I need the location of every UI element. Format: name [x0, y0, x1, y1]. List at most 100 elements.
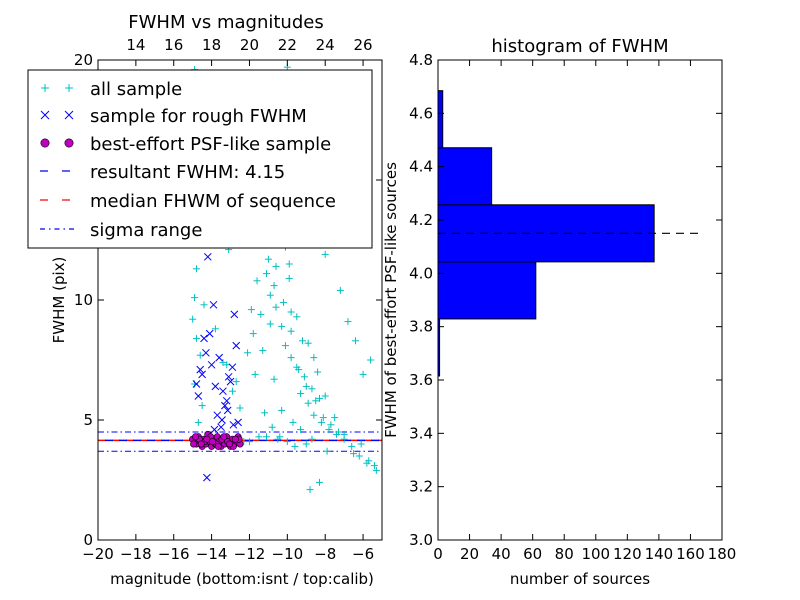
psf-sample-point [190, 440, 198, 448]
x-marker-b [209, 300, 218, 309]
x-marker-b [229, 420, 238, 429]
x-marker-b [222, 396, 231, 405]
histogram-y-label: FWHM of best-effort PSF-like sources [382, 162, 400, 438]
x-marker-b [218, 416, 226, 424]
legend-entry-psf-sample: best-effort PSF-like sample [40, 134, 331, 155]
scatter-top-ticks: 14 16 18 20 22 24 26 [126, 36, 372, 54]
top-x-tick-label: 20 [240, 36, 259, 54]
histogram-bar [437, 90, 444, 149]
y-tick-label: 3.4 [409, 424, 433, 442]
y-tick-label: 4.6 [409, 104, 433, 122]
x-marker-b [210, 425, 219, 434]
histogram-x-ticks: 0 20 40 60 80 100 120 140 160 180 [433, 60, 736, 563]
y-tick-label: 3.8 [409, 318, 433, 336]
legend-box [27, 69, 373, 249]
x-marker-b [213, 411, 222, 420]
histogram-bars [437, 90, 655, 377]
y-tick-label: 4.0 [409, 264, 433, 282]
legend-circle [40, 138, 50, 148]
y-tick-label: 4.8 [409, 51, 433, 69]
x-marker-b [207, 360, 216, 369]
y-tick-label: 5 [83, 411, 93, 429]
x-tick-label: 160 [676, 545, 705, 563]
x-tick-label: 100 [581, 545, 610, 563]
legend-circle-marker [40, 138, 74, 148]
x-marker-b [196, 365, 205, 374]
legend-label: resultant FWHM: 4.15 [90, 162, 285, 183]
x-marker-b [215, 353, 224, 362]
x-marker-b [40, 110, 50, 120]
x-tick-label: −20 [82, 545, 114, 563]
psf-sample-point [214, 442, 222, 450]
x-marker-b [219, 387, 227, 396]
histogram-frame [437, 59, 723, 541]
x-marker-b [234, 418, 242, 427]
legend-entry-all-sample: all sample [41, 79, 182, 100]
legend-label: sample for rough FWHM [90, 106, 307, 127]
y-tick-label: 0 [83, 531, 93, 549]
y-tick-label: 4.4 [409, 158, 433, 176]
scatter-panel: FWHM vs magnitudes −20 −18 −16 −14 −12 −10 −8−… [27, 12, 383, 588]
legend-label: median FHWM of sequence [90, 191, 336, 212]
psf-sample-point [220, 433, 228, 441]
x-marker-b [203, 252, 212, 261]
x-marker-b [220, 401, 229, 410]
x-marker-b [194, 392, 203, 400]
x-marker-b [192, 380, 201, 388]
x-tick-label: 180 [708, 545, 737, 563]
x-marker-b [200, 334, 208, 343]
legend-label: sigma range [90, 220, 202, 241]
scatter-x-ticks: −20 −18 −16 −14 −12 −10 −8 −6 [82, 60, 374, 563]
x-marker-b [226, 377, 235, 386]
legend-plus-marker [41, 84, 73, 92]
x-tick-label: −6 [352, 545, 374, 563]
x-tick-label: 140 [645, 545, 674, 563]
x-tick-label: −14 [196, 545, 228, 563]
legend-circle [64, 138, 74, 148]
top-x-tick-label: 14 [126, 36, 145, 54]
histogram-y-ticks: 3.0 3.2 3.4 3.6 3.8 4.0 4.2 4.4 4.6 4.8 [409, 51, 722, 549]
histogram-x-label: number of sources [510, 570, 650, 588]
histogram-title: histogram of FWHM [491, 36, 668, 57]
legend-entry-median: median FHWM of sequence [40, 191, 336, 212]
x-marker-b [217, 423, 225, 432]
histogram-bar [437, 261, 537, 320]
x-tick-label: −18 [120, 545, 152, 563]
psf-sample-point [231, 435, 239, 443]
top-x-tick-label: 24 [316, 36, 335, 54]
x-marker-b [228, 363, 237, 372]
x-marker-b [64, 110, 74, 120]
top-x-tick-label: 18 [202, 36, 221, 54]
scatter-x-label: magnitude (bottom:isnt / top:calib) [110, 570, 374, 588]
legend-label: all sample [90, 79, 182, 100]
x-tick-label: −8 [314, 545, 336, 563]
psf-sample-point [192, 433, 200, 441]
scatter-legend: all sample sample for rough FWHM best-ef… [27, 69, 373, 249]
y-tick-label: 3.2 [409, 478, 433, 496]
x-tick-label: 120 [613, 545, 642, 563]
legend-entry-resultant: resultant FWHM: 4.15 [40, 162, 285, 183]
y-tick-label: 10 [74, 291, 93, 309]
x-marker-b [203, 473, 211, 482]
psf-sample-point [209, 438, 217, 446]
psf-sample-point [197, 440, 205, 448]
top-x-tick-label: 22 [278, 36, 297, 54]
y-tick-label: 3.0 [409, 531, 433, 549]
legend-entry-rough-sample: sample for rough FWHM [40, 106, 307, 127]
legend-x-marker [40, 110, 74, 120]
y-tick-label: 4.2 [409, 211, 433, 229]
y-tick-label: 3.6 [409, 371, 433, 389]
series-2 [189, 430, 244, 450]
histogram-bar [437, 204, 655, 263]
x-marker-b [224, 372, 233, 381]
x-marker-b [230, 310, 239, 319]
psf-sample-point [226, 440, 234, 448]
x-tick-label: 20 [460, 545, 479, 563]
x-tick-label: −12 [234, 545, 266, 563]
histogram-panel: histogram of FWHM 0 20 40 60 80 100 120 140 160 1… [382, 36, 736, 588]
top-x-tick-label: 26 [354, 36, 373, 54]
series-1 [192, 252, 242, 482]
x-tick-label: 80 [555, 545, 574, 563]
x-marker-b [232, 341, 241, 350]
